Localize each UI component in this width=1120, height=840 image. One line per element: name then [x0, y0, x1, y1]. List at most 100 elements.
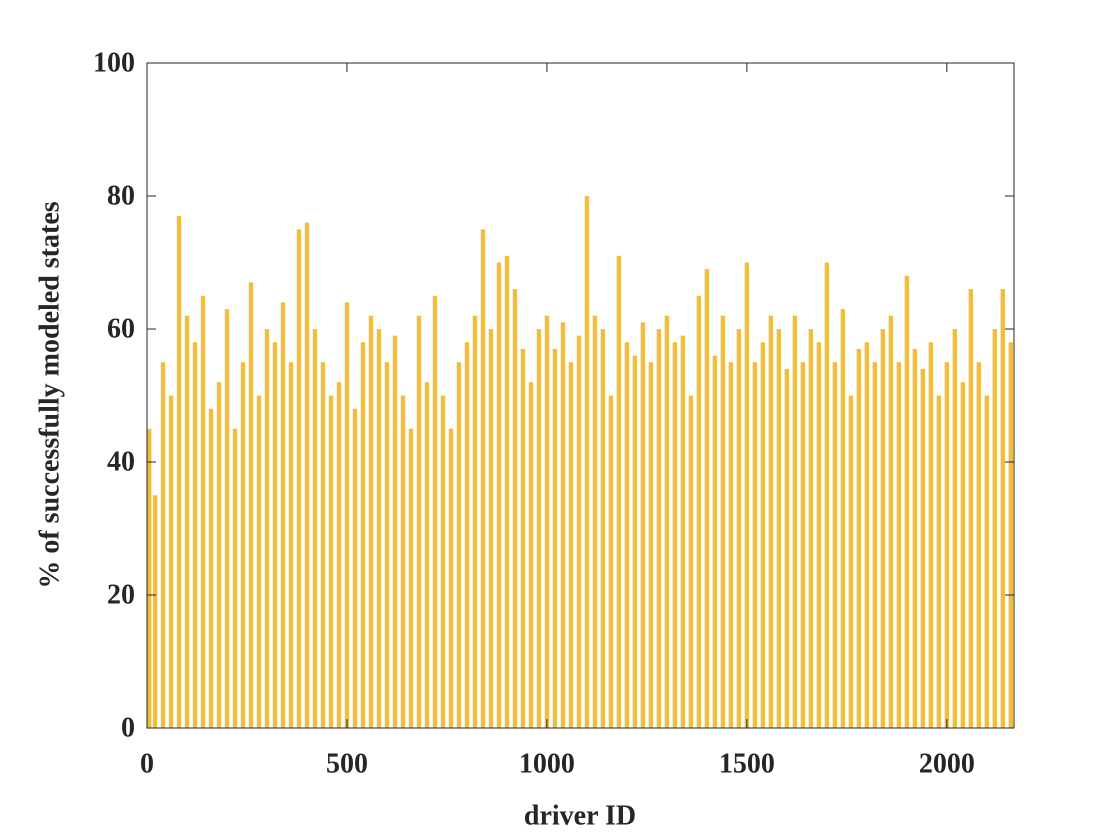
bar	[600, 329, 606, 728]
bar	[576, 335, 582, 728]
bar	[392, 335, 398, 728]
bar	[904, 275, 910, 728]
bar	[552, 348, 558, 728]
bar	[168, 395, 174, 728]
x-tick-label: 1500	[719, 748, 775, 779]
bar	[344, 302, 350, 728]
bar	[896, 362, 902, 728]
bar	[360, 342, 366, 728]
bar	[840, 309, 846, 728]
bar	[944, 362, 950, 728]
bar	[688, 395, 694, 728]
bar	[384, 362, 390, 728]
bar	[400, 395, 406, 728]
bar	[304, 222, 310, 728]
bar	[992, 329, 998, 728]
bar	[296, 229, 302, 728]
bar	[784, 368, 790, 728]
bar	[968, 289, 974, 728]
bar	[592, 315, 598, 728]
bar	[488, 329, 494, 728]
bar	[504, 255, 510, 728]
bar	[736, 329, 742, 728]
bar	[320, 362, 326, 728]
bar	[704, 269, 710, 728]
x-tick-label: 0	[140, 748, 154, 779]
bar	[832, 362, 838, 728]
y-axis-label: % of successfully modeled states	[34, 201, 65, 588]
bar	[928, 342, 934, 728]
bar	[632, 355, 638, 728]
bar	[880, 329, 886, 728]
bar	[568, 362, 574, 728]
bar	[872, 362, 878, 728]
bar	[232, 428, 238, 728]
bar	[336, 382, 342, 728]
bar	[712, 355, 718, 728]
y-tick-label: 100	[93, 47, 135, 78]
bar	[696, 295, 702, 728]
bar	[584, 196, 590, 728]
bar	[792, 315, 798, 728]
bar	[192, 342, 198, 728]
bar	[520, 348, 526, 728]
bar	[536, 329, 542, 728]
x-axis-label: driver ID	[524, 800, 636, 831]
bar	[200, 295, 206, 728]
bar	[768, 315, 774, 728]
bar	[160, 362, 166, 728]
bar	[280, 302, 286, 728]
bar	[208, 408, 214, 728]
bar	[912, 348, 918, 728]
bar	[800, 362, 806, 728]
y-tick-label: 80	[107, 180, 135, 211]
bar	[368, 315, 374, 728]
bar	[264, 329, 270, 728]
bar	[248, 282, 254, 728]
bar	[472, 315, 478, 728]
bar	[512, 289, 518, 728]
x-tick-label: 500	[326, 748, 368, 779]
bar	[640, 322, 646, 728]
x-tick-label: 2000	[919, 748, 975, 779]
bar	[224, 309, 230, 728]
bar	[272, 342, 278, 728]
bar	[560, 322, 566, 728]
bar	[1008, 342, 1014, 728]
bar	[960, 382, 966, 728]
bar	[528, 382, 534, 728]
bar	[648, 362, 654, 728]
bar	[608, 395, 614, 728]
bar	[728, 362, 734, 728]
bar	[440, 395, 446, 728]
bar	[744, 262, 750, 728]
bar	[256, 395, 262, 728]
bar	[288, 362, 294, 728]
bar	[776, 329, 782, 728]
bar	[448, 428, 454, 728]
bar	[416, 315, 422, 728]
bar	[184, 315, 190, 728]
bar	[176, 215, 182, 728]
bar	[856, 348, 862, 728]
bar	[376, 329, 382, 728]
bar	[760, 342, 766, 728]
bar	[624, 342, 630, 728]
bar	[976, 362, 982, 728]
bar	[824, 262, 830, 728]
axes-box	[146, 62, 1015, 729]
bar	[808, 329, 814, 728]
bar	[432, 295, 438, 728]
bar	[920, 368, 926, 728]
bar	[888, 315, 894, 728]
bar	[152, 495, 158, 728]
bar	[456, 362, 462, 728]
bar	[147, 428, 152, 728]
bar	[240, 362, 246, 728]
bar	[1000, 289, 1006, 728]
bar	[664, 315, 670, 728]
bar	[936, 395, 942, 728]
bar	[848, 395, 854, 728]
bar	[328, 395, 334, 728]
